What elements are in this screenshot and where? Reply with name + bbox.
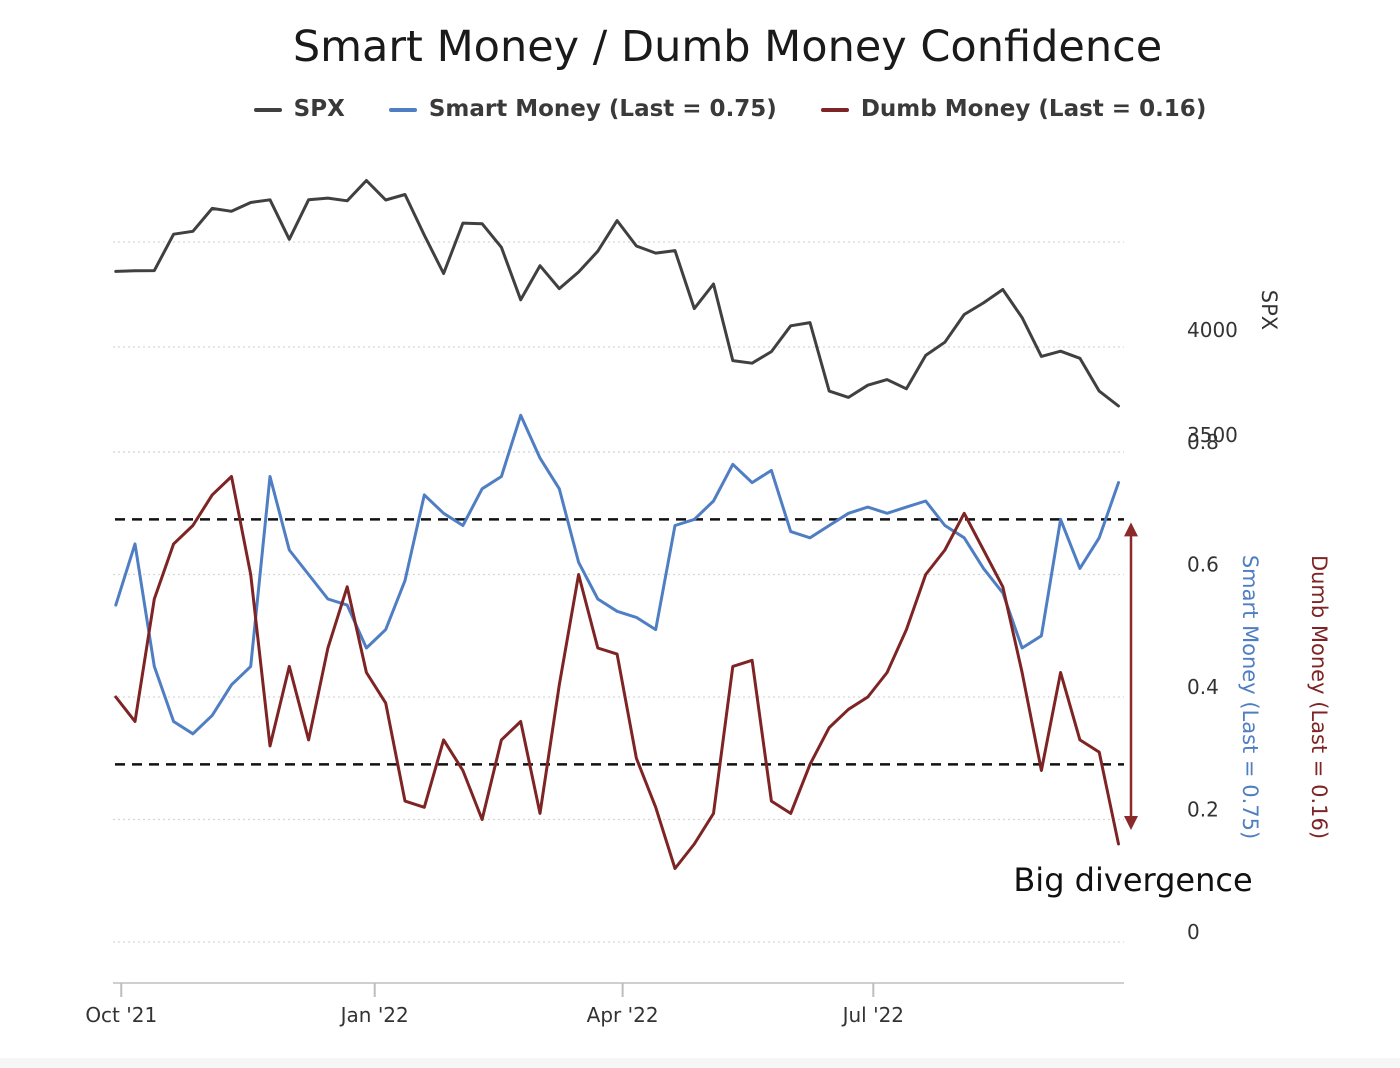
spx-tick-label: 4000 <box>1187 318 1238 342</box>
confidence-tick-label: 0.8 <box>1187 430 1219 454</box>
x-tick-label: Jul '22 <box>841 1003 904 1027</box>
divergence-arrow-head-bottom <box>1124 816 1138 830</box>
confidence-tick-label: 0.6 <box>1187 553 1219 577</box>
legend-label-spx: SPX <box>293 96 345 122</box>
legend-item-dumb-money[interactable]: Dumb Money (Last = 0.16) <box>820 96 1207 122</box>
spx-axis-label: SPX <box>1257 290 1281 330</box>
legend-swatch-dumb-money <box>820 107 849 112</box>
dumb-money-axis-label: Dumb Money (Last = 0.16) <box>1307 555 1331 839</box>
reference-lines <box>115 518 1124 766</box>
series-lines <box>114 179 1120 870</box>
confidence-tick-label: 0.2 <box>1187 798 1219 822</box>
spx-tick-label: 3500 <box>1187 423 1238 447</box>
chart-title: Smart Money / Dumb Money Confidence <box>292 22 1163 72</box>
divergence-arrow-head-top <box>1124 522 1138 537</box>
annotations: Big divergence <box>1013 522 1253 899</box>
legend-item-smart-money[interactable]: Smart Money (Last = 0.75) <box>388 96 777 122</box>
legend-swatch-spx <box>253 107 282 112</box>
chart-legend: SPX Smart Money (Last = 0.75) Dumb Money… <box>0 96 1400 122</box>
x-tick-label: Apr '22 <box>587 1003 659 1027</box>
smart-money-axis-label: Smart Money (Last = 0.75) <box>1238 555 1262 839</box>
confidence-tick-label: 0.4 <box>1187 675 1219 699</box>
grid-lines <box>113 241 1124 943</box>
big-divergence-label: Big divergence <box>1013 861 1252 899</box>
legend-label-smart-money: Smart Money (Last = 0.75) <box>428 96 777 122</box>
series-line-smart-money <box>114 413 1120 736</box>
series-line-spx <box>114 179 1120 408</box>
footer-band <box>0 1058 1400 1068</box>
axes: 3500 4000 0 0.2 0.4 0.6 0.8 SPX Smart Money (Las… <box>85 290 1331 1027</box>
x-tick-label: Jan '22 <box>339 1003 409 1027</box>
legend-label-dumb-money: Dumb Money (Last = 0.16) <box>860 96 1207 122</box>
legend-item-spx[interactable]: SPX <box>253 96 345 122</box>
x-tick-label: Oct '21 <box>85 1003 157 1027</box>
series-line-dumb-money <box>114 475 1120 870</box>
confidence-tick-label: 0 <box>1187 920 1200 944</box>
legend-swatch-smart-money <box>388 107 417 112</box>
